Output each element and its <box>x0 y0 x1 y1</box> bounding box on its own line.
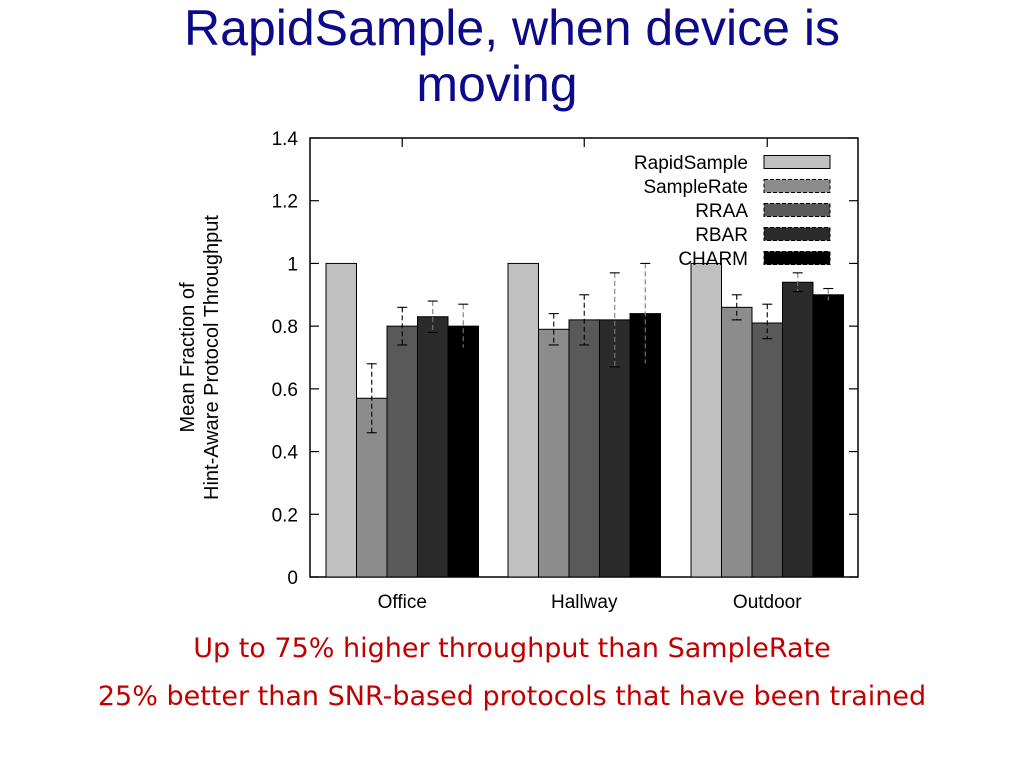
legend-swatch-rbar <box>763 227 831 241</box>
y-tick-label: 0.6 <box>272 380 298 401</box>
caption-snr: 25% better than SNR-based protocols that… <box>97 681 927 712</box>
bar-rapidsample-office <box>325 262 357 578</box>
bar-samplerate-office <box>356 397 388 578</box>
y-tick-label: 0.8 <box>272 317 298 338</box>
bar-rraa-hallway <box>568 319 600 578</box>
bar-rbar-outdoor <box>782 281 814 578</box>
bar-rapidsample-outdoor <box>690 262 722 578</box>
bar-rraa-office <box>386 325 418 578</box>
legend-label-rraa: RRAA <box>695 201 748 222</box>
legend-label-charm: CHARM <box>678 249 748 270</box>
bar-rraa-outdoor <box>751 322 783 578</box>
legend-label-samplerate: SampleRate <box>643 177 748 198</box>
slide-title: RapidSample, when device is moving <box>0 0 1024 116</box>
x-tick-label-office: Office <box>378 592 427 613</box>
bar-charm-office <box>447 325 479 578</box>
bar-chart-svg: 0 0.2 0.4 0.6 0.8 1 1.2 1.4 Mean Fraction of Hint… <box>177 129 859 613</box>
bar-charm-outdoor <box>812 294 844 578</box>
bar-samplerate-outdoor <box>721 306 753 578</box>
bar-charm-hallway <box>629 313 661 578</box>
legend-swatch-samplerate <box>763 179 831 193</box>
y-tick-label: 0 <box>287 568 298 589</box>
y-axis-label-line-1: Mean Fraction of <box>177 282 199 433</box>
bar-rbar-office <box>417 316 449 578</box>
legend-swatch-rraa <box>763 203 831 217</box>
slide-title-line-1: RapidSample, when device is <box>184 0 840 56</box>
y-tick-label: 1.2 <box>272 192 298 213</box>
y-tick-label: 1 <box>287 254 298 275</box>
bar-chart: 0 0.2 0.4 0.6 0.8 1 1.2 1.4 Mean Fraction of Hint… <box>160 120 880 620</box>
bar-samplerate-hallway <box>538 328 570 578</box>
legend-label-rbar: RBAR <box>695 225 748 246</box>
y-tick-label: 1.4 <box>272 129 299 150</box>
y-axis-label-line-2: Hint-Aware Protocol Throughput <box>201 215 223 500</box>
bar-rbar-hallway <box>599 319 631 578</box>
caption-throughput: Up to 75% higher throughput than SampleR… <box>193 633 831 664</box>
x-tick-label-hallway: Hallway <box>551 592 618 613</box>
legend-swatch-charm <box>763 251 831 265</box>
bar-rapidsample-hallway <box>507 262 539 578</box>
y-tick-label: 0.2 <box>272 505 298 526</box>
legend-label-rapidsample: RapidSample <box>634 153 748 174</box>
slide-title-line-2: moving <box>416 56 578 112</box>
legend-swatch-rapidsample <box>763 155 831 169</box>
y-tick-label: 0.4 <box>272 443 299 464</box>
x-tick-label-outdoor: Outdoor <box>733 592 802 613</box>
